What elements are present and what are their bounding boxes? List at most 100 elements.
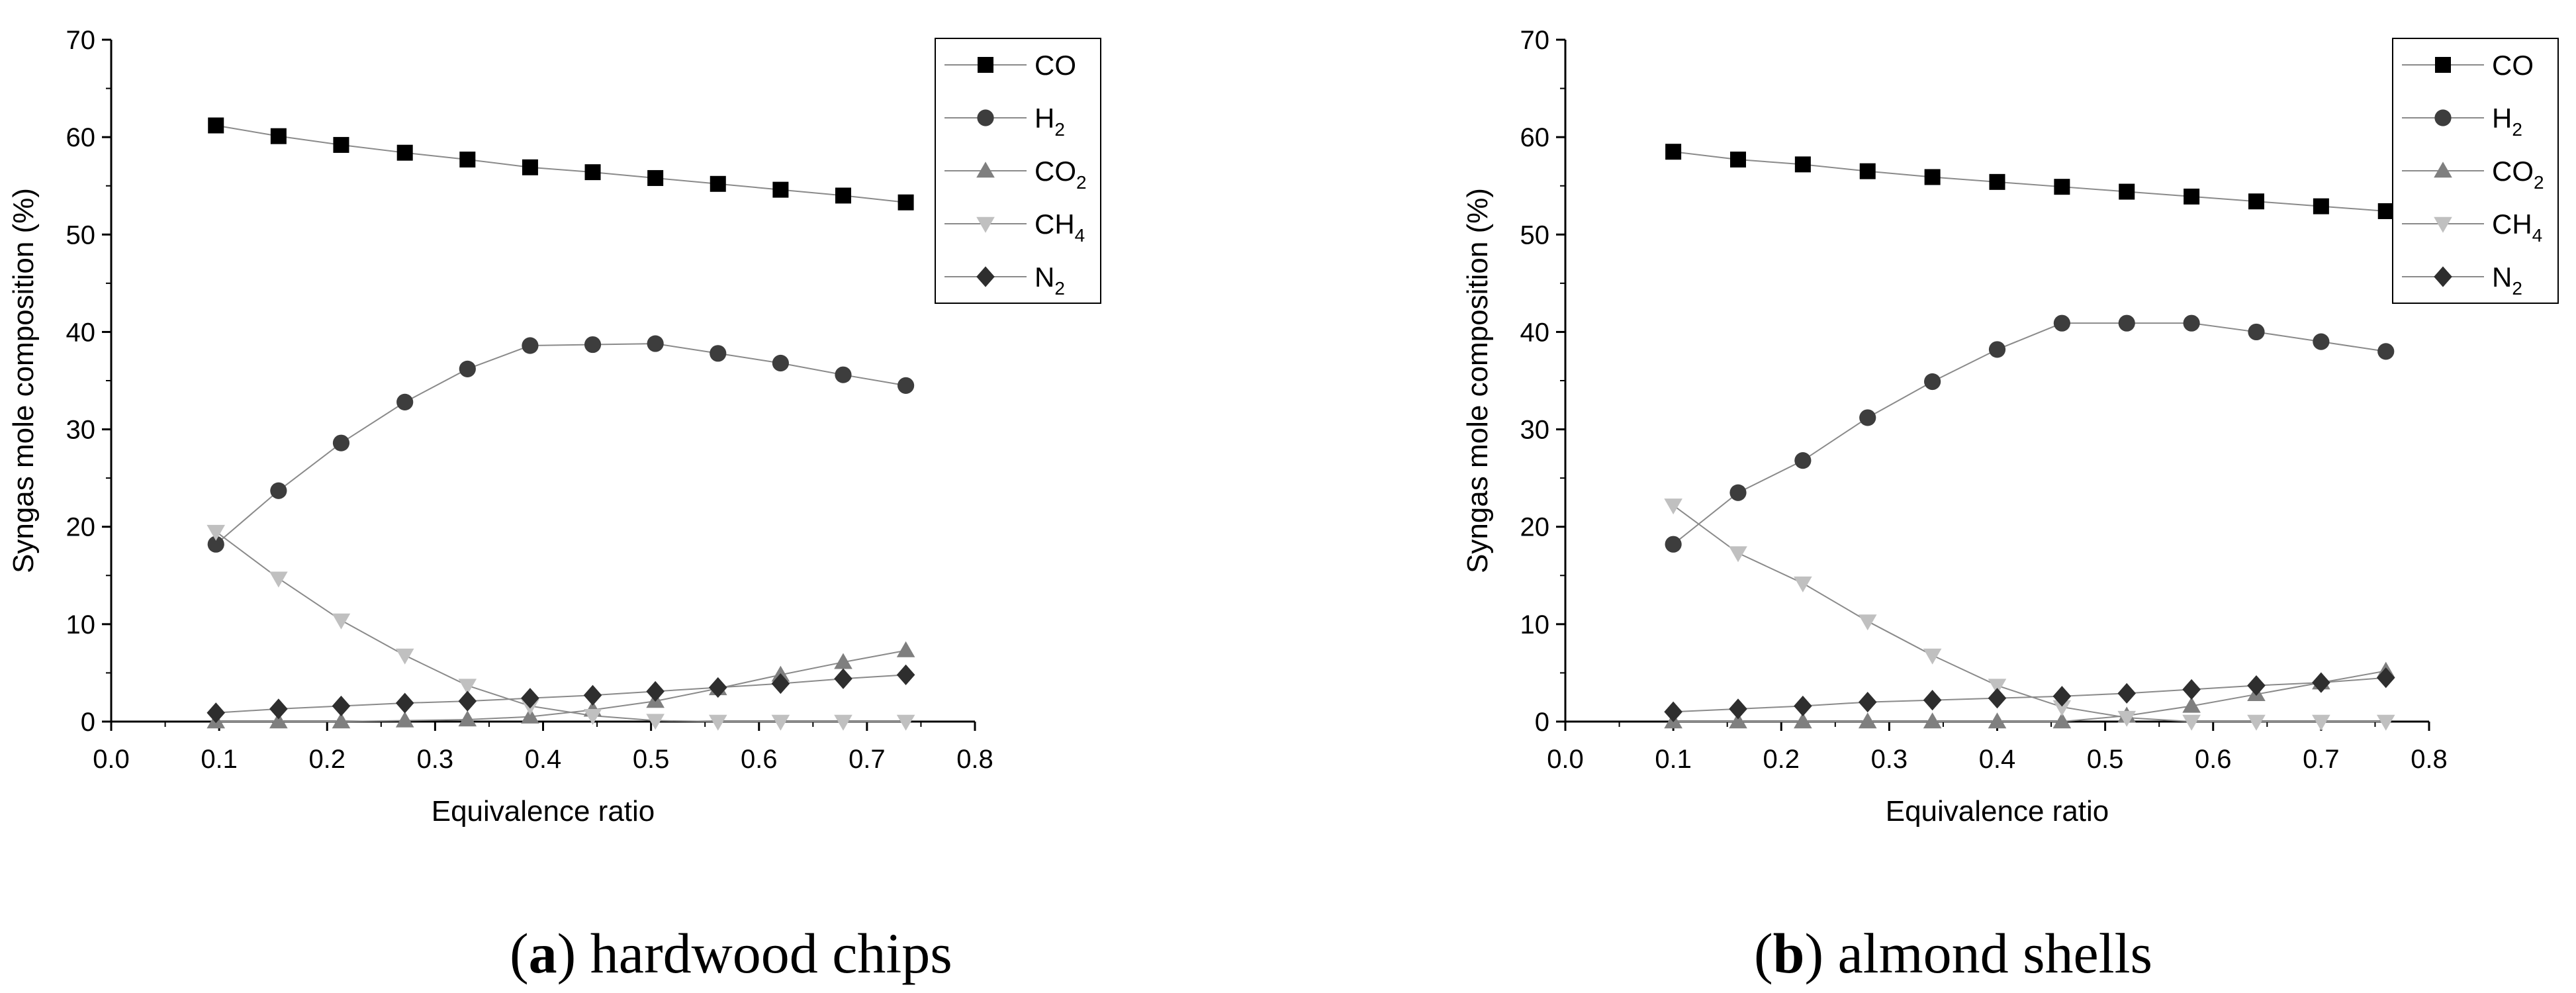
- series-line-h2: [215, 343, 906, 545]
- point-h2: [584, 336, 602, 354]
- y-tick-label: 60: [1520, 123, 1550, 152]
- y-tick-label: 30: [66, 416, 96, 445]
- point-ch4: [1988, 679, 2007, 695]
- point-h2: [647, 335, 664, 352]
- point-co2: [896, 641, 915, 657]
- point-h2: [2313, 333, 2330, 350]
- point-n2: [269, 698, 288, 720]
- legend-label-h2: H2: [1035, 103, 1065, 140]
- series-line-ch4: [1673, 504, 2386, 722]
- point-co: [897, 194, 914, 211]
- point-ch4: [1664, 498, 1682, 515]
- caption-a-label: a: [528, 922, 557, 985]
- point-co: [2119, 183, 2135, 200]
- point-h2: [1988, 341, 2006, 358]
- point-co2: [2052, 712, 2072, 729]
- point-h2: [396, 393, 414, 410]
- point-h2: [2053, 314, 2070, 332]
- point-n2: [583, 685, 602, 706]
- point-co: [459, 151, 476, 167]
- y-tick-label: 0: [1535, 708, 1549, 737]
- point-n2: [2247, 675, 2266, 696]
- point-h2: [2183, 314, 2200, 332]
- point-co2: [458, 710, 477, 727]
- x-tick-label: 0.8: [956, 745, 993, 774]
- point-n2: [771, 673, 790, 694]
- point-co: [522, 159, 538, 175]
- point-co2: [332, 712, 351, 729]
- point-h2: [522, 337, 539, 354]
- y-tick-label: 50: [66, 220, 96, 250]
- point-n2: [2182, 679, 2201, 700]
- point-n2: [395, 692, 414, 714]
- legend-label-co: CO: [2492, 50, 2534, 81]
- point-co: [1859, 163, 1876, 179]
- point-co2: [521, 707, 539, 724]
- y-tick-label: 0: [81, 708, 95, 737]
- series-line-co: [1673, 151, 2386, 212]
- legend-label-co2: CO2: [2492, 156, 2544, 193]
- point-co2: [1988, 712, 2007, 729]
- x-tick-label: 0.3: [1871, 745, 1908, 774]
- point-h2: [835, 366, 852, 383]
- point-co2: [1729, 712, 1747, 729]
- point-h2: [1924, 373, 1941, 391]
- series-line-co2: [1673, 670, 2386, 722]
- point-n2: [332, 695, 351, 717]
- caption-b-text: ) almond shells: [1804, 922, 2152, 985]
- point-co: [2184, 188, 2200, 205]
- legend-marker-ch4: [2434, 216, 2452, 233]
- x-tick-label: 0.6: [741, 745, 778, 774]
- point-co: [2377, 203, 2394, 219]
- x-tick-label: 0.7: [2303, 745, 2340, 774]
- point-ch4: [896, 714, 915, 731]
- legend-label-h2: H2: [2492, 103, 2522, 140]
- y-tick-label: 10: [1520, 610, 1550, 639]
- point-co: [2313, 198, 2329, 214]
- point-co: [1665, 144, 1682, 160]
- x-tick-label: 0.7: [849, 745, 886, 774]
- point-n2: [1729, 698, 1747, 720]
- point-ch4: [708, 714, 727, 731]
- legend-marker-h2: [2434, 109, 2452, 126]
- caption-a: (a) hardwood chips: [510, 922, 952, 985]
- chart-panel-b: 0.0 0.1 0.2 0.3 0.4 0.5 0.6 0.7 0.8 0 10 20 30 40 50 60…: [1461, 26, 2559, 828]
- point-h2: [2118, 314, 2135, 332]
- legend-marker-n2: [976, 266, 995, 287]
- point-co2: [1858, 712, 1877, 729]
- point-co2: [1794, 712, 1812, 729]
- point-h2: [1729, 484, 1747, 501]
- point-co: [208, 117, 224, 134]
- point-co: [270, 128, 287, 144]
- series-line-h2: [1673, 322, 2386, 545]
- point-ch4: [207, 524, 226, 541]
- legend-label-ch4: CH4: [1035, 209, 1085, 246]
- caption-b: (b) almond shells: [1754, 922, 2152, 985]
- y-tick-label: 50: [1520, 220, 1550, 250]
- series-line-co2: [216, 649, 906, 722]
- point-ch4: [1729, 546, 1747, 563]
- point-n2: [1988, 688, 2007, 709]
- point-ch4: [646, 714, 665, 730]
- point-co2: [1923, 712, 1942, 729]
- point-h2: [207, 536, 224, 553]
- point-co: [1924, 169, 1941, 185]
- series-line-n2: [216, 674, 906, 714]
- point-co: [1794, 156, 1811, 173]
- point-ch4: [834, 714, 852, 731]
- point-n2: [2376, 667, 2395, 688]
- y-tick-label: 20: [1520, 513, 1550, 542]
- point-n2: [1794, 695, 1812, 717]
- point-ch4: [2182, 714, 2201, 731]
- series-line-ch4: [215, 531, 906, 722]
- x-tick-label: 0.5: [633, 745, 670, 774]
- point-n2: [2117, 683, 2137, 704]
- x-axis-label: Equivalence ratio: [432, 795, 655, 828]
- y-axis-label: Syngas mole composition (%): [1461, 188, 1494, 573]
- point-n2: [1923, 690, 1942, 711]
- point-n2: [1858, 691, 1877, 713]
- point-n2: [1664, 701, 1682, 722]
- y-axis-label: Syngas mole composition (%): [7, 188, 40, 573]
- point-ch4: [1794, 576, 1812, 592]
- point-n2: [2312, 672, 2330, 693]
